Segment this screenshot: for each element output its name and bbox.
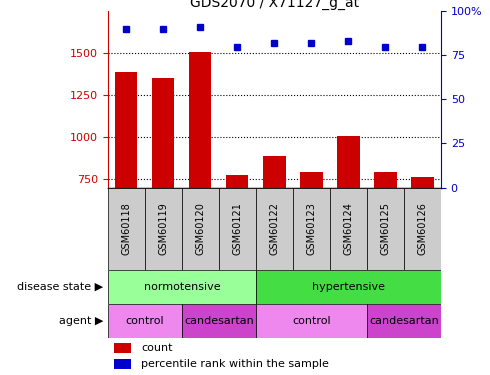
Text: agent ▶: agent ▶ xyxy=(58,316,103,326)
Text: GSM60125: GSM60125 xyxy=(380,202,391,255)
Text: GSM60120: GSM60120 xyxy=(196,202,205,255)
Text: GSM60123: GSM60123 xyxy=(306,202,317,255)
Bar xyxy=(108,304,182,338)
Bar xyxy=(189,51,212,305)
Text: percentile rank within the sample: percentile rank within the sample xyxy=(141,359,329,369)
Bar xyxy=(263,156,286,305)
Bar xyxy=(182,304,256,338)
Text: GSM60119: GSM60119 xyxy=(158,202,169,255)
Bar xyxy=(219,188,256,270)
Text: disease state ▶: disease state ▶ xyxy=(17,282,103,292)
Bar xyxy=(115,343,131,353)
Text: control: control xyxy=(125,316,164,326)
Bar xyxy=(152,78,174,305)
Bar xyxy=(145,188,182,270)
Bar xyxy=(108,188,145,270)
Bar xyxy=(367,304,441,338)
Bar xyxy=(256,188,293,270)
Text: GSM60124: GSM60124 xyxy=(343,202,353,255)
Text: normotensive: normotensive xyxy=(144,282,220,292)
Bar xyxy=(256,270,441,304)
Text: GSM60126: GSM60126 xyxy=(417,202,427,255)
Text: hypertensive: hypertensive xyxy=(312,282,385,292)
Text: candesartan: candesartan xyxy=(369,316,439,326)
Text: control: control xyxy=(292,316,331,326)
Bar xyxy=(115,72,137,305)
Bar xyxy=(404,188,441,270)
Text: GSM60122: GSM60122 xyxy=(270,202,279,255)
Bar xyxy=(226,175,248,305)
Bar xyxy=(300,171,322,305)
Bar xyxy=(108,270,256,304)
Bar xyxy=(330,188,367,270)
Bar xyxy=(367,188,404,270)
Text: GSM60118: GSM60118 xyxy=(122,202,131,255)
Bar xyxy=(256,304,367,338)
Bar xyxy=(337,136,360,305)
Text: candesartan: candesartan xyxy=(184,316,254,326)
Text: GSM60121: GSM60121 xyxy=(232,202,243,255)
Bar xyxy=(374,172,396,305)
Text: count: count xyxy=(141,343,172,353)
Bar xyxy=(412,177,434,305)
Title: GDS2070 / X71127_g_at: GDS2070 / X71127_g_at xyxy=(190,0,359,10)
Bar xyxy=(293,188,330,270)
Bar xyxy=(115,359,131,369)
Bar xyxy=(182,188,219,270)
